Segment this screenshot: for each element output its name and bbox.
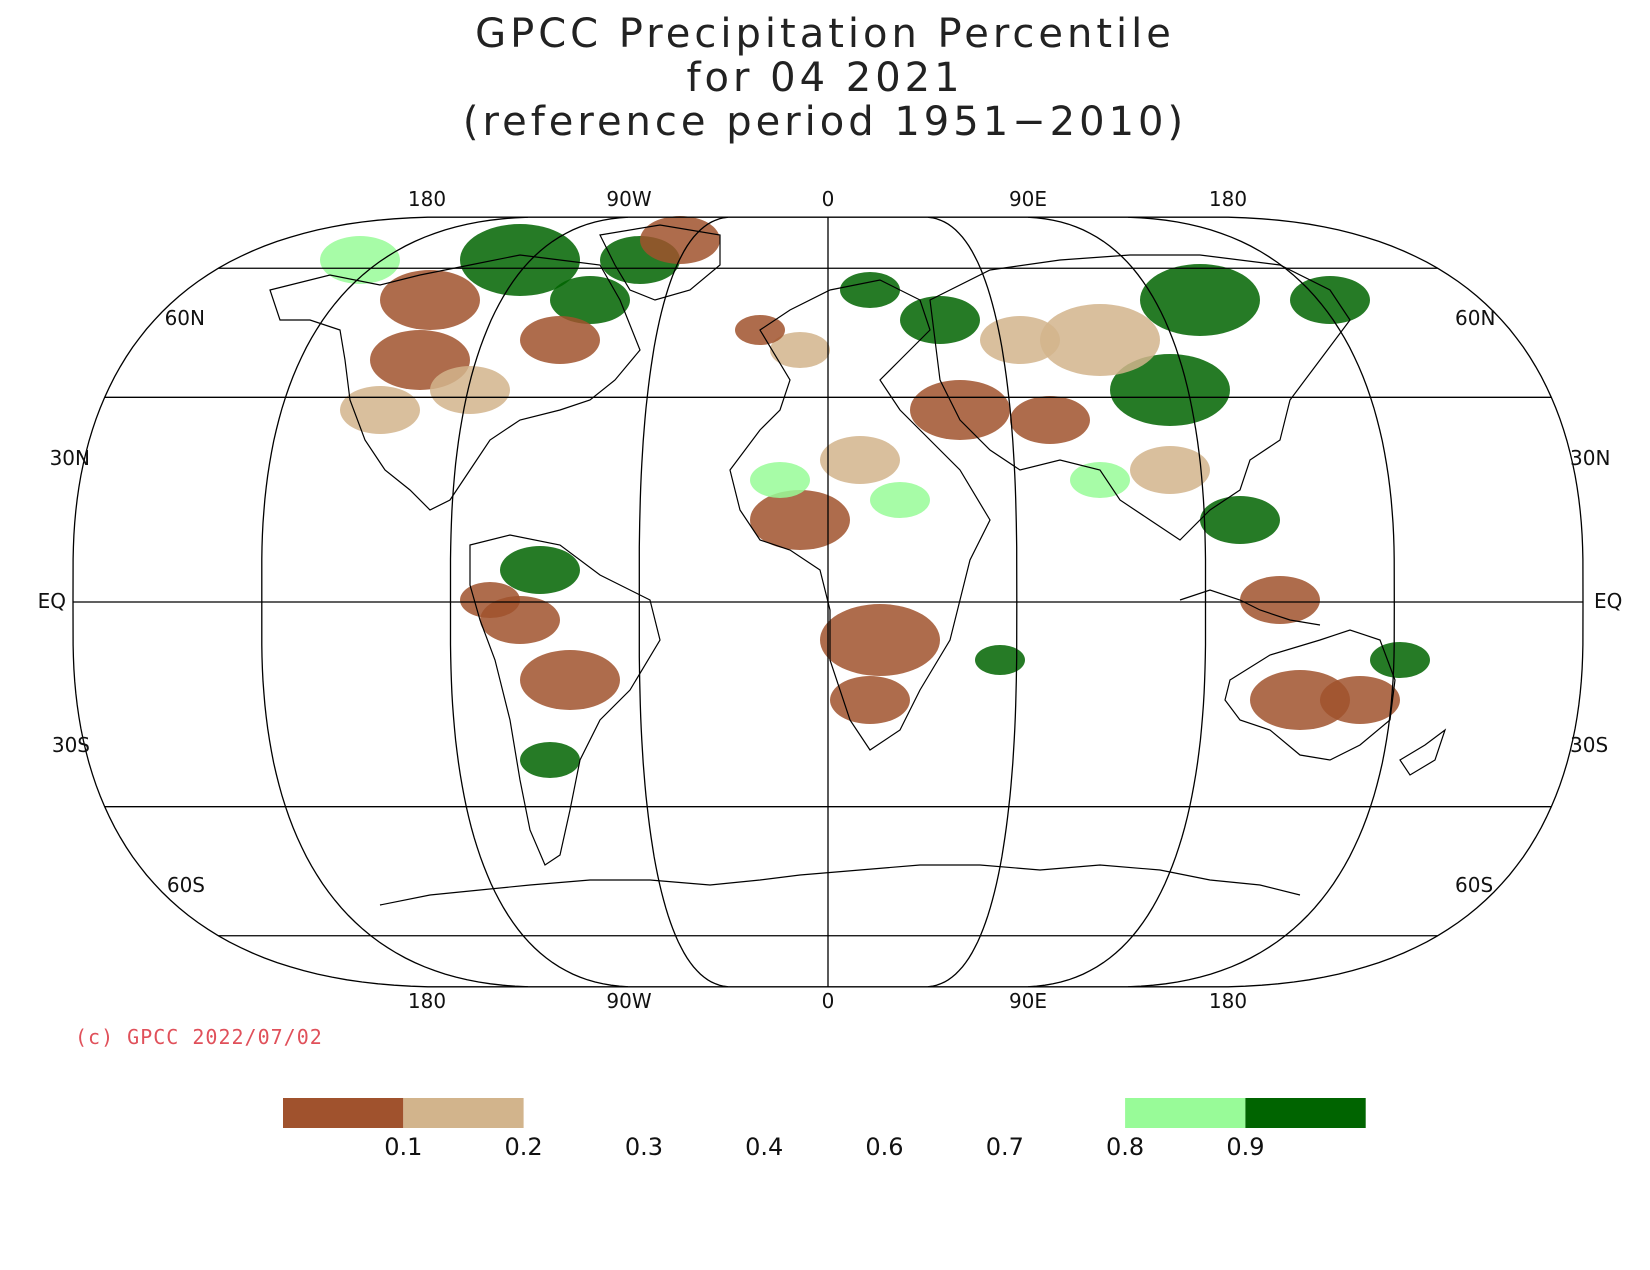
legend-tick-label: 0.8 — [1106, 1133, 1144, 1161]
legend-tick-label: 0.4 — [745, 1133, 783, 1161]
precipitation-patch — [520, 650, 620, 710]
color-legend: 0.1 0.2 0.3 0.4 0.6 0.7 0.8 0.9 — [283, 1098, 1366, 1161]
precipitation-patch — [975, 645, 1025, 675]
map-title-line3: (reference period 1951−2010) — [462, 99, 1188, 145]
precipitation-patch — [380, 270, 480, 330]
map-outline — [72, 216, 1584, 988]
precipitation-patch — [750, 462, 810, 498]
legend-tick-label: 0.1 — [384, 1133, 422, 1161]
precipitation-patch — [430, 366, 510, 414]
top-longitude-labels: 180 90W 0 90E 180 — [408, 187, 1247, 211]
right-latitude-labels: 60N 30N EQ 30S 60S — [1455, 306, 1622, 897]
precipitation-patch — [770, 332, 830, 368]
precipitation-patch — [1240, 576, 1320, 624]
legend-tick-label: 0.9 — [1226, 1133, 1264, 1161]
precipitation-patch — [1040, 304, 1160, 376]
left-lat-label: EQ — [38, 589, 66, 613]
precipitation-patch — [460, 224, 580, 296]
precipitation-patch — [900, 296, 980, 344]
coastlines — [269, 224, 1447, 906]
map-title-line2: for 04 2021 — [686, 55, 964, 101]
legend-swatch — [403, 1098, 524, 1128]
bottom-lon-label: 180 — [1209, 989, 1247, 1013]
precipitation-patch — [550, 276, 630, 324]
precipitation-patch — [870, 482, 930, 518]
legend-swatch — [283, 1098, 404, 1128]
left-latitude-labels: 60N 30N EQ 30S 60S — [38, 306, 205, 897]
precipitation-patch — [1070, 462, 1130, 498]
precipitation-patch — [910, 380, 1010, 440]
left-lat-label: 30S — [52, 733, 90, 757]
meridian-line — [927, 216, 1018, 988]
top-lon-label: 180 — [408, 187, 446, 211]
precipitation-patch — [1140, 264, 1260, 336]
right-lat-label: 60S — [1455, 873, 1493, 897]
precipitation-patch — [820, 604, 940, 676]
legend-swatch — [1125, 1098, 1246, 1128]
precipitation-patch — [1200, 496, 1280, 544]
right-lat-label: 60N — [1455, 306, 1495, 330]
left-lat-label: 30N — [50, 446, 90, 470]
precipitation-patch — [640, 216, 720, 264]
legend-swatch — [1245, 1098, 1366, 1128]
right-lat-label: 30N — [1570, 446, 1610, 470]
meridian-line — [449, 216, 628, 988]
precipitation-patch — [1320, 676, 1400, 724]
precipitation-patch — [1370, 642, 1430, 678]
precipitation-patch — [340, 386, 420, 434]
precipitation-patch — [1110, 354, 1230, 426]
precipitation-patch — [1010, 396, 1090, 444]
precipitation-patch — [520, 742, 580, 778]
bottom-longitude-labels: 180 90W 0 90E 180 — [408, 989, 1247, 1013]
bottom-lon-label: 0 — [822, 989, 835, 1013]
bottom-lon-label: 90E — [1009, 989, 1047, 1013]
right-lat-label: EQ — [1594, 589, 1622, 613]
precipitation-patch — [1130, 446, 1210, 494]
top-lon-label: 180 — [1209, 187, 1247, 211]
map-title-line1: GPCC Precipitation Percentile — [475, 11, 1175, 57]
graticule-grid — [72, 216, 1584, 988]
precipitation-patch — [750, 490, 850, 550]
precipitation-patch — [840, 272, 900, 308]
precipitation-patch — [460, 582, 520, 618]
top-lon-label: 90W — [606, 187, 651, 211]
right-lat-label: 30S — [1570, 733, 1608, 757]
top-lon-label: 90E — [1009, 187, 1047, 211]
precipitation-anomaly-areas — [320, 216, 1430, 778]
meridian-line — [1128, 216, 1395, 988]
precipitation-patch — [320, 236, 400, 284]
precipitation-patch — [1290, 276, 1370, 324]
left-lat-label: 60N — [165, 306, 205, 330]
legend-tick-label: 0.7 — [986, 1133, 1024, 1161]
precipitation-patch — [520, 316, 600, 364]
left-lat-label: 60S — [167, 873, 205, 897]
meridian-line — [638, 216, 729, 988]
copyright-notice: (c) GPCC 2022/07/02 — [75, 1025, 323, 1049]
bottom-lon-label: 90W — [606, 989, 651, 1013]
precipitation-patch — [500, 546, 580, 594]
legend-tick-label: 0.6 — [865, 1133, 903, 1161]
legend-tick-label: 0.3 — [625, 1133, 663, 1161]
meridian-line — [261, 216, 528, 988]
meridian-line — [1028, 216, 1207, 988]
precipitation-patch — [980, 316, 1060, 364]
top-lon-label: 0 — [822, 187, 835, 211]
legend-tick-label: 0.2 — [505, 1133, 543, 1161]
bottom-lon-label: 180 — [408, 989, 446, 1013]
precipitation-patch — [830, 676, 910, 724]
precipitation-patch — [820, 436, 900, 484]
precipitation-patch — [1250, 670, 1350, 730]
